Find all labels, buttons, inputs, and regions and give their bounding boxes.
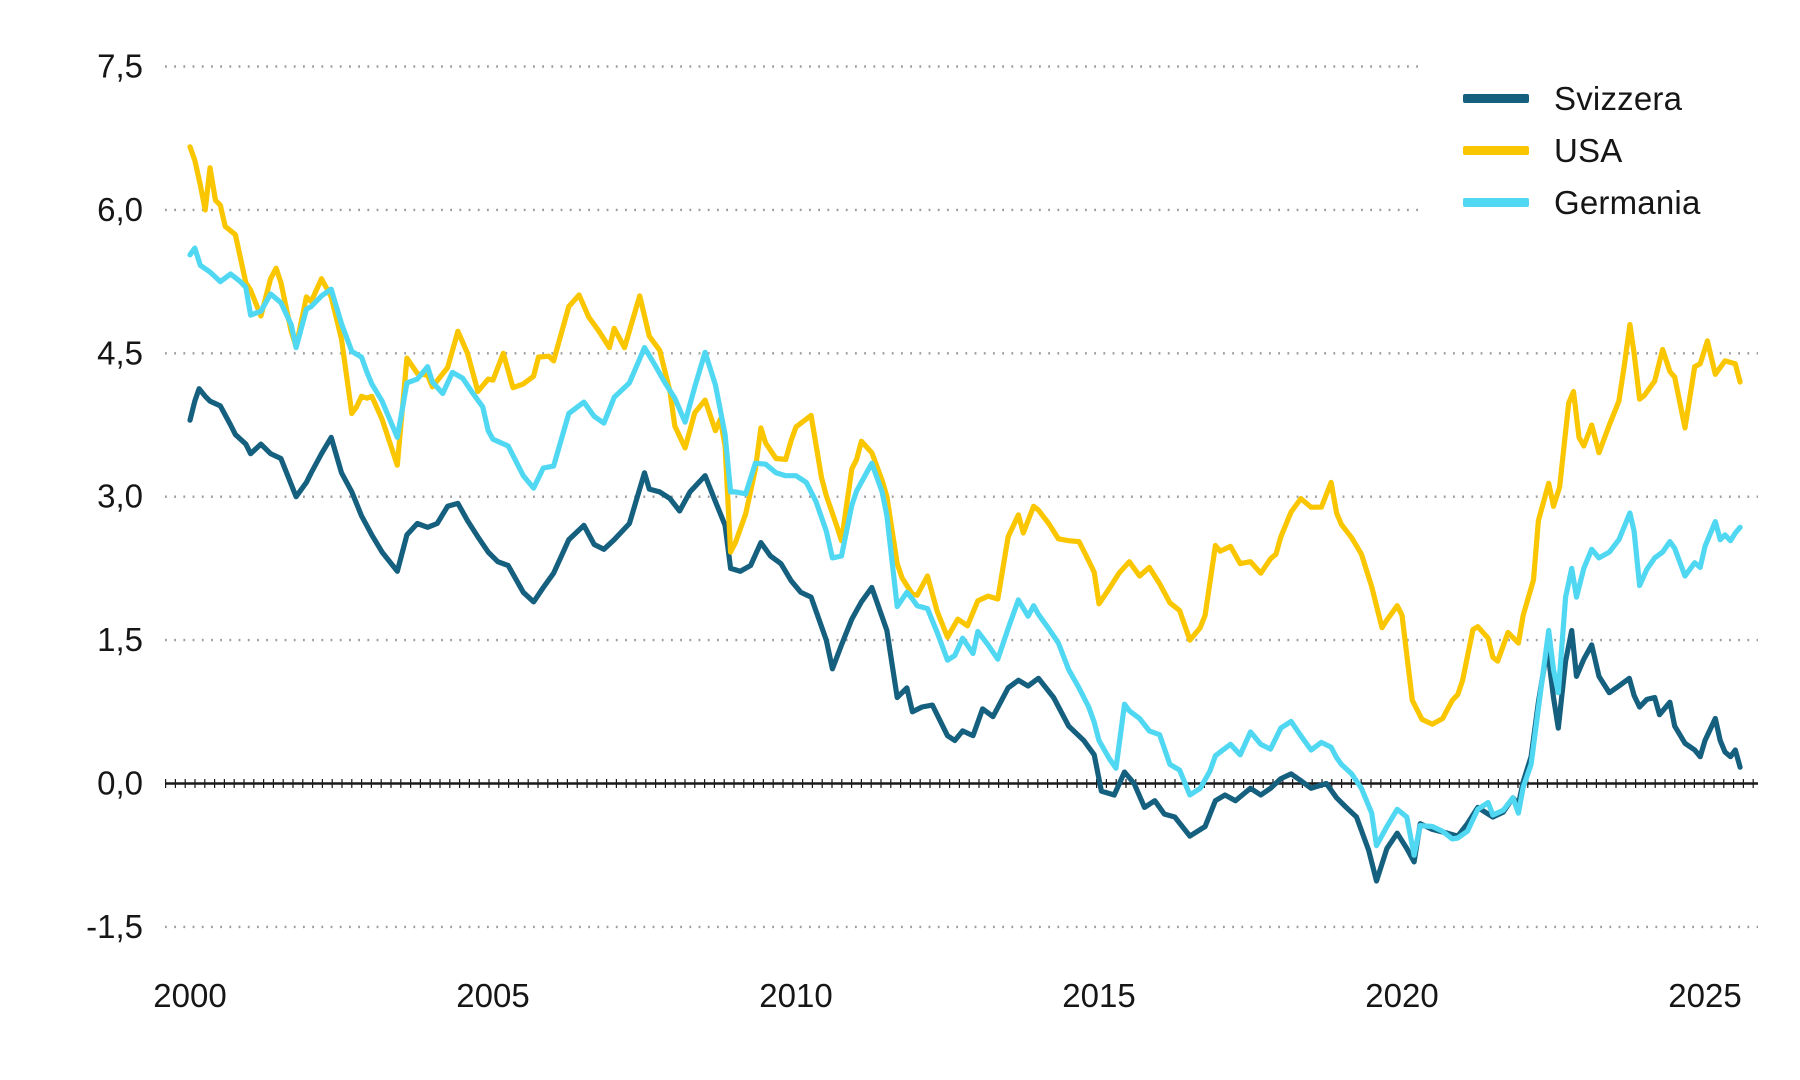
- x-axis-label: 2010: [759, 977, 832, 1014]
- series-line-germania: [187, 245, 1743, 858]
- y-axis-label: 3,0: [97, 478, 143, 515]
- y-axis-label: 6,0: [97, 191, 143, 228]
- x-axis-label: 2005: [456, 977, 529, 1014]
- y-axis-label: 0,0: [97, 765, 143, 802]
- legend-item-svizzera: Svizzera: [1463, 72, 1701, 124]
- y-axis-label: 1,5: [97, 621, 143, 658]
- legend-label-germania: Germania: [1554, 183, 1701, 221]
- x-axis-label: 2025: [1668, 977, 1741, 1014]
- legend-label-usa: USA: [1554, 131, 1623, 169]
- legend-swatch-svizzera: [1463, 93, 1529, 103]
- series-line-svizzera: [187, 386, 1743, 884]
- y-axis-label: 4,5: [97, 334, 143, 371]
- legend-label-svizzera: Svizzera: [1554, 79, 1683, 117]
- x-axis-label: 2015: [1062, 977, 1135, 1014]
- x-axis-label: 2000: [153, 977, 226, 1014]
- legend-swatch-germania: [1463, 197, 1529, 207]
- x-axis-label: 2020: [1365, 977, 1438, 1014]
- legend-swatch-usa: [1463, 145, 1529, 155]
- legend: Svizzera USA Germania: [1463, 72, 1701, 228]
- legend-item-germania: Germania: [1463, 176, 1701, 228]
- y-axis-label: 7,5: [97, 48, 143, 85]
- legend-item-usa: USA: [1463, 124, 1701, 176]
- y-axis-label: -1,5: [86, 908, 143, 945]
